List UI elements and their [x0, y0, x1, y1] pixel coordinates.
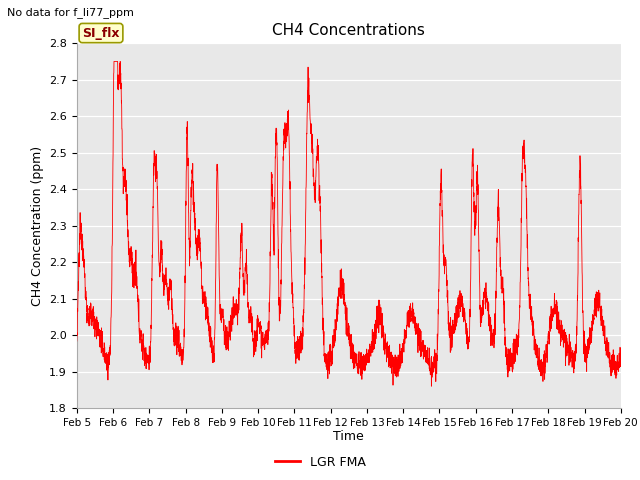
Title: CH4 Concentrations: CH4 Concentrations	[273, 23, 425, 38]
Legend: LGR FMA: LGR FMA	[269, 451, 371, 474]
Text: No data for f_li77_ppm: No data for f_li77_ppm	[7, 7, 134, 18]
X-axis label: Time: Time	[333, 431, 364, 444]
Y-axis label: CH4 Concentration (ppm): CH4 Concentration (ppm)	[31, 145, 44, 306]
Text: SI_flx: SI_flx	[82, 26, 120, 39]
